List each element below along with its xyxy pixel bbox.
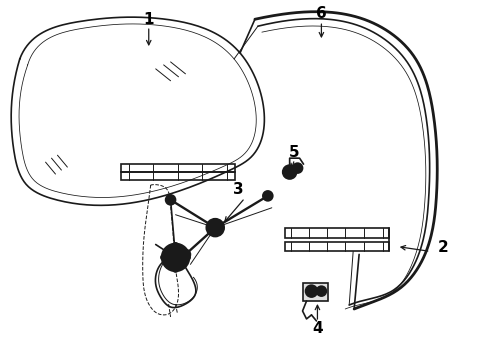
Circle shape bbox=[167, 248, 184, 266]
Circle shape bbox=[162, 243, 190, 271]
Text: 5: 5 bbox=[289, 145, 300, 160]
Circle shape bbox=[166, 195, 175, 205]
Circle shape bbox=[184, 255, 191, 260]
Text: 3: 3 bbox=[233, 183, 244, 197]
Text: 1: 1 bbox=[144, 12, 154, 27]
Circle shape bbox=[263, 191, 273, 201]
Circle shape bbox=[180, 249, 191, 260]
Circle shape bbox=[293, 163, 302, 173]
Circle shape bbox=[306, 285, 318, 297]
Text: 2: 2 bbox=[438, 240, 449, 255]
Circle shape bbox=[172, 243, 178, 248]
Circle shape bbox=[213, 226, 217, 230]
Circle shape bbox=[161, 255, 167, 260]
Circle shape bbox=[317, 286, 326, 296]
Circle shape bbox=[286, 168, 294, 176]
Circle shape bbox=[206, 219, 224, 237]
Circle shape bbox=[283, 165, 296, 179]
Polygon shape bbox=[302, 283, 328, 301]
Text: 6: 6 bbox=[316, 6, 327, 21]
Circle shape bbox=[172, 266, 178, 272]
Circle shape bbox=[172, 253, 179, 261]
Text: 4: 4 bbox=[312, 321, 323, 336]
